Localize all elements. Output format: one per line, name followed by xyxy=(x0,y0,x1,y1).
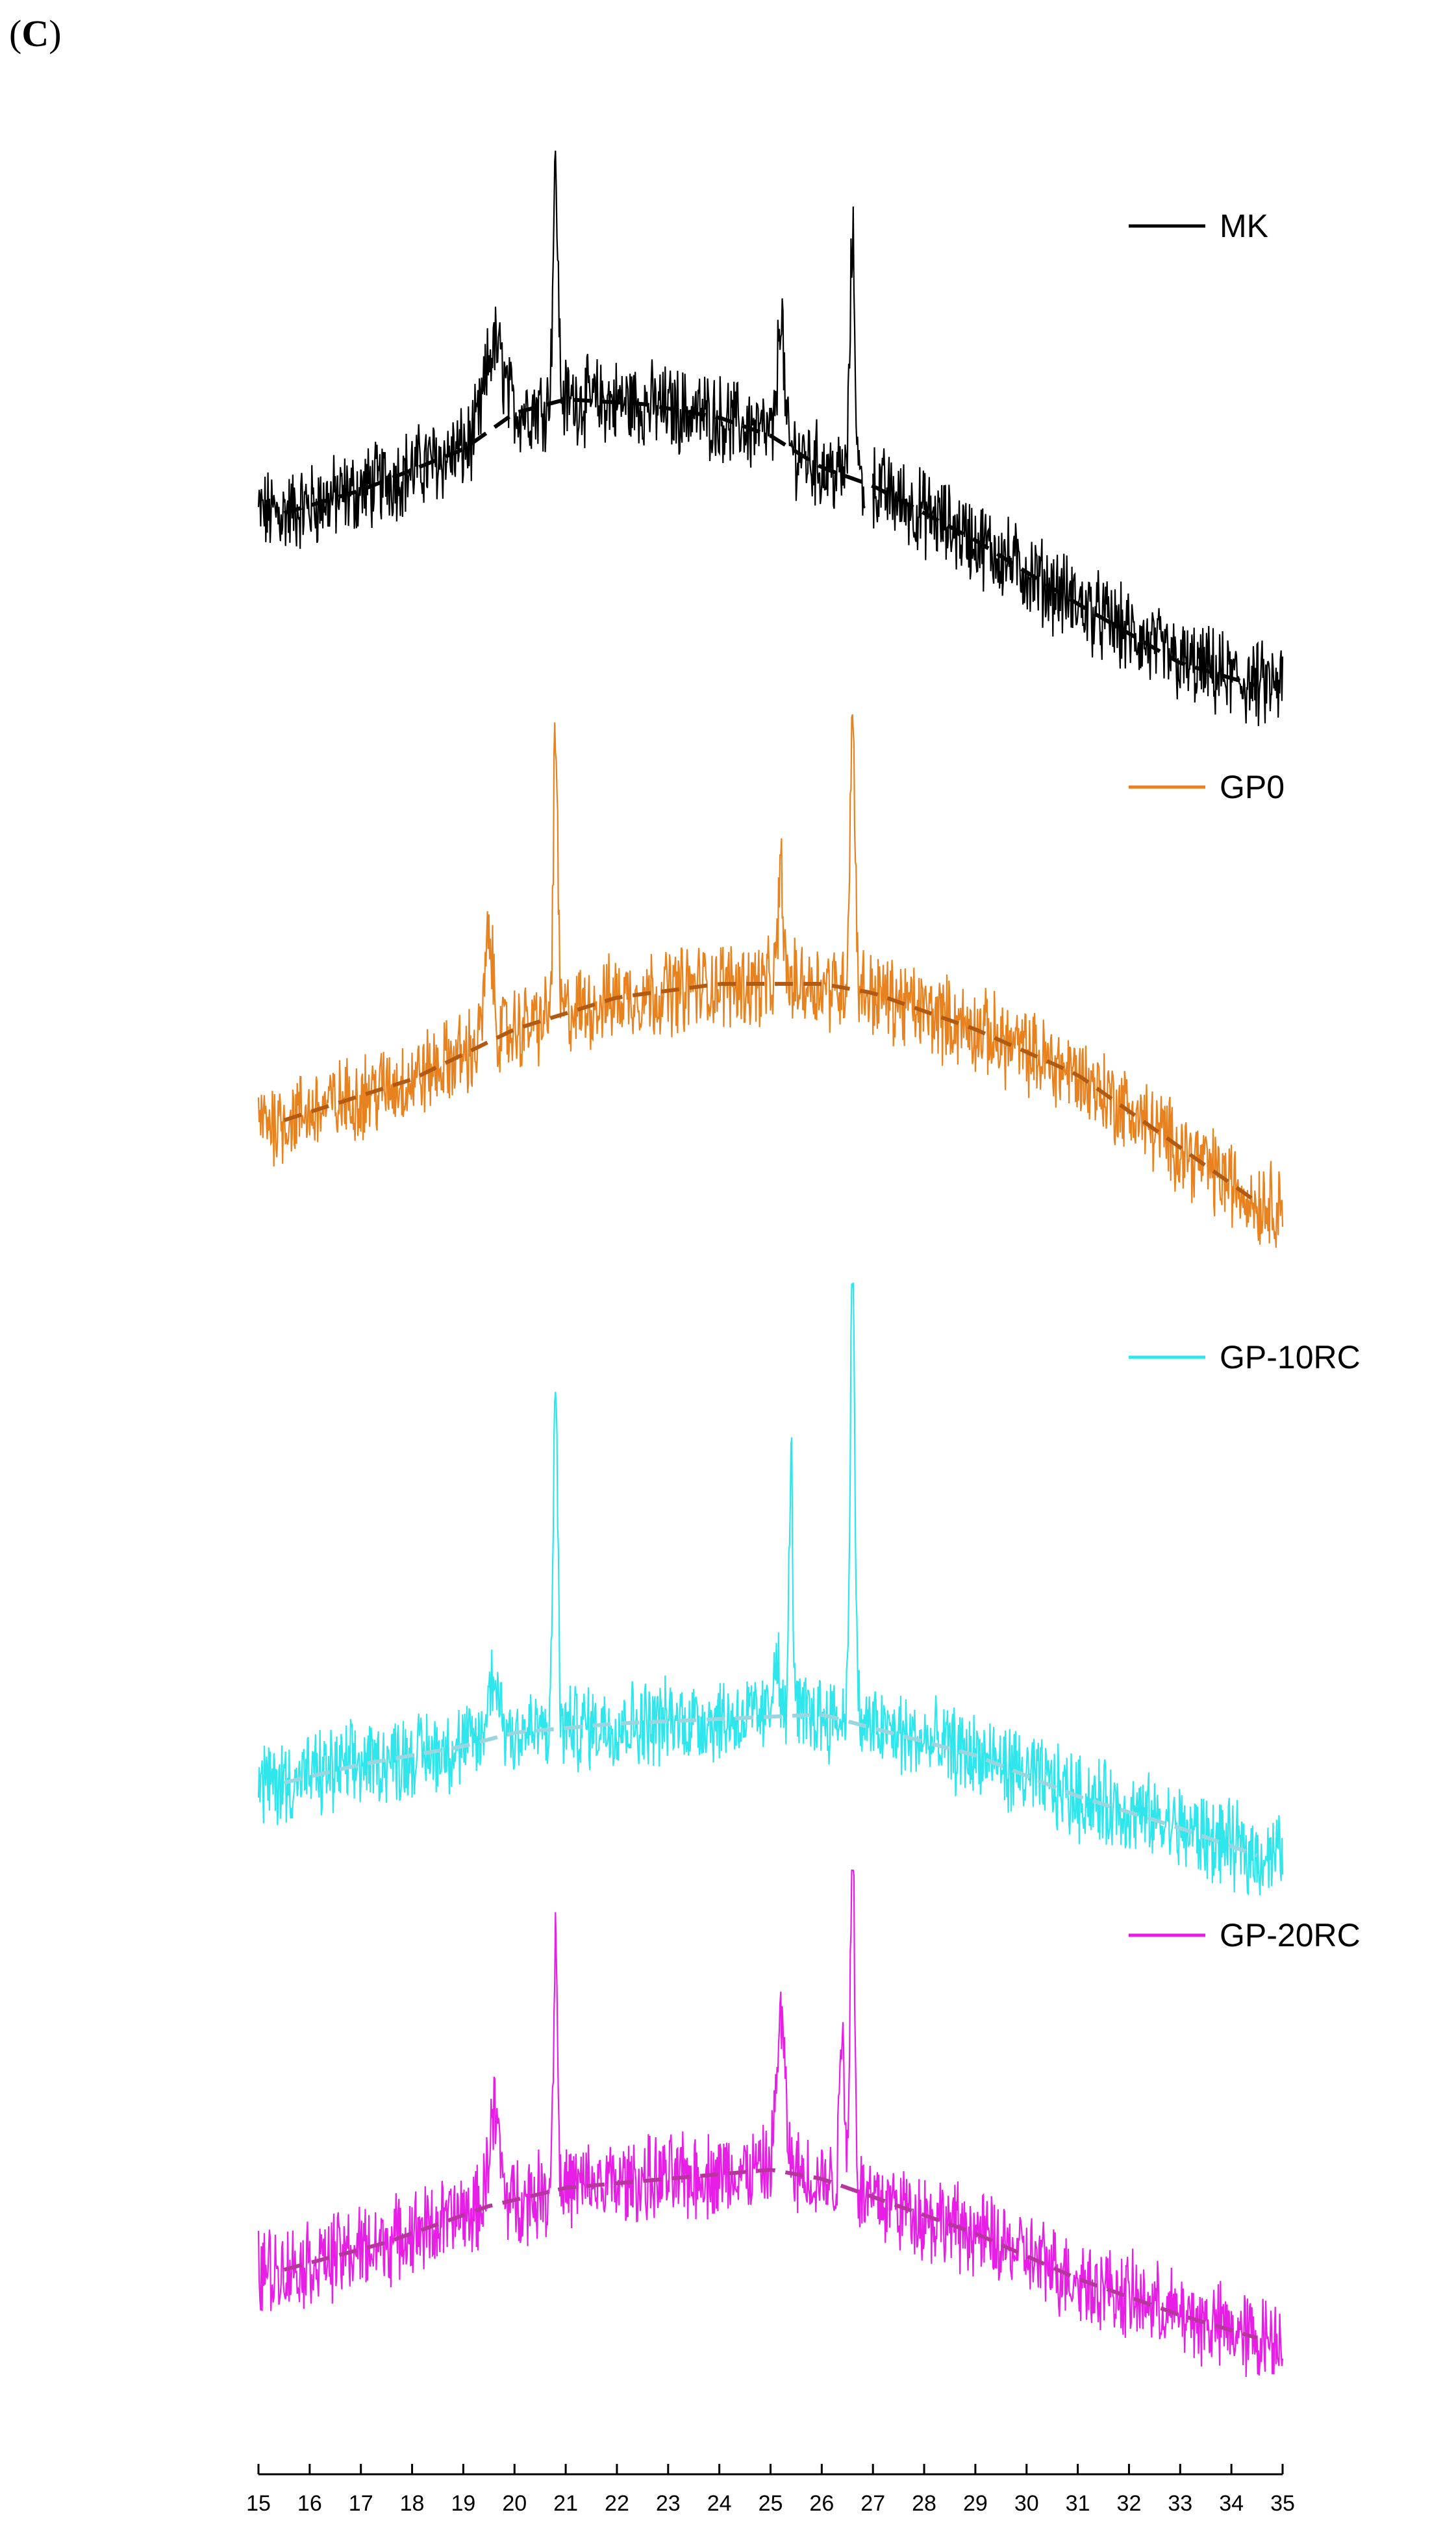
series-gp-10rc-baseline xyxy=(283,1713,1258,1857)
series-gp-20rc-baseline xyxy=(283,2167,1258,2340)
traces-group xyxy=(257,150,1284,2378)
x-tick-label-18: 18 xyxy=(400,2491,425,2516)
series-mk-line xyxy=(257,150,1284,727)
x-tick-label-24: 24 xyxy=(707,2491,732,2516)
x-tick-label-16: 16 xyxy=(297,2491,322,2516)
x-axis: 15 16 17 18 19 20 21 22 23 24 25 26 27 28 29 30 31 32 33 34… xyxy=(246,2464,1295,2516)
x-tick-label-30: 30 xyxy=(1014,2491,1039,2516)
x-tick-label-20: 20 xyxy=(502,2491,527,2516)
panel-letter: C xyxy=(21,12,49,55)
x-tick-label-26: 26 xyxy=(809,2491,834,2516)
x-tick-label-28: 28 xyxy=(912,2491,936,2516)
x-tick-label-32: 32 xyxy=(1117,2491,1142,2516)
x-tick-label-35: 35 xyxy=(1270,2491,1295,2516)
x-tick-label-33: 33 xyxy=(1168,2491,1192,2516)
x-tick-label-19: 19 xyxy=(451,2491,475,2516)
panel-label: (C) xyxy=(9,12,62,55)
legend-label-gp-20rc: GP-20RC xyxy=(1220,1917,1361,1953)
x-tick-label-25: 25 xyxy=(759,2491,783,2516)
legend-group: MK GP0 GP-10RC GP-20RC xyxy=(1129,208,1361,1953)
x-tick-label-23: 23 xyxy=(656,2491,681,2516)
x-tick-label-17: 17 xyxy=(349,2491,373,2516)
series-mk-baseline xyxy=(283,397,1258,688)
x-tick-label-15: 15 xyxy=(246,2491,271,2516)
x-tick-label-31: 31 xyxy=(1066,2491,1090,2516)
legend-label-mk: MK xyxy=(1220,208,1268,244)
legend-label-gp-10rc: GP-10RC xyxy=(1220,1339,1361,1375)
series-gp-10rc-line xyxy=(257,1282,1284,1896)
series-gp0-baseline xyxy=(283,982,1259,1204)
x-tick-label-34: 34 xyxy=(1219,2491,1244,2516)
series-gp-20rc-line xyxy=(257,1869,1284,2378)
x-tick-label-21: 21 xyxy=(553,2491,578,2516)
x-tick-label-27: 27 xyxy=(860,2491,885,2516)
legend-label-gp0: GP0 xyxy=(1220,769,1285,805)
x-tick-label-29: 29 xyxy=(963,2491,988,2516)
series-gp0-line xyxy=(257,714,1284,1248)
x-tick-label-22: 22 xyxy=(605,2491,629,2516)
